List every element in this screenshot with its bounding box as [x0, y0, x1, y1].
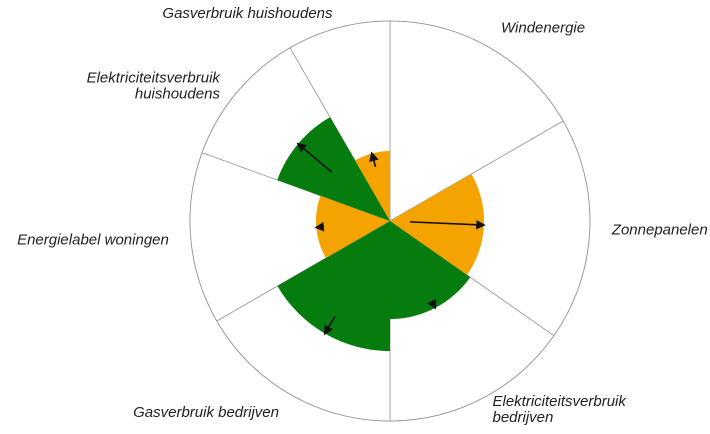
category-label: huishoudens	[135, 85, 221, 102]
category-label: Elektriciteitsverbruik	[87, 69, 222, 86]
category-label: Elektriciteitsverbruik	[493, 393, 628, 410]
category-label: Energielabel woningen	[17, 231, 169, 248]
category-label: bedrijven	[493, 409, 554, 426]
category-label: Gasverbruik bedrijven	[133, 404, 279, 421]
category-label: Windenergie	[501, 20, 585, 37]
category-label: Gasverbruik huishoudens	[162, 5, 333, 22]
category-label: Zonnepanelen	[611, 222, 708, 239]
